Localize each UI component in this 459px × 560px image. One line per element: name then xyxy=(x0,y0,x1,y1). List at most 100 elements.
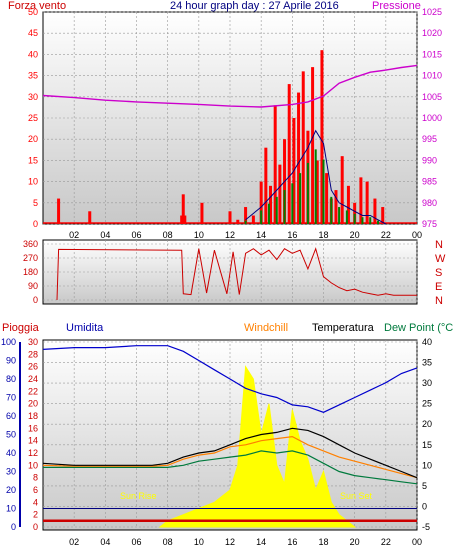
compass-label: S xyxy=(435,267,442,279)
humidity-axis-tick: 100 xyxy=(1,337,16,347)
wind-bar xyxy=(200,202,204,224)
solar-radiation-area xyxy=(158,365,357,528)
pressure-axis-tick: 985 xyxy=(422,177,437,187)
rain-axis-tick: 14 xyxy=(28,436,38,446)
temp-time-tick: 18 xyxy=(318,537,328,547)
rain-axis-tick: 28 xyxy=(28,349,38,359)
humidity-axis-tick: 50 xyxy=(6,430,16,440)
temp-axis-tick: -5 xyxy=(422,522,430,532)
wind-bar xyxy=(301,71,305,224)
wind-time-tick: 00 xyxy=(412,230,422,240)
temp-time-tick: 16 xyxy=(287,537,297,547)
humidity-line xyxy=(42,345,418,413)
pressure-line xyxy=(42,64,418,108)
wind-bar xyxy=(244,207,248,224)
temp-axis-tick: 5 xyxy=(422,481,427,491)
temp-time-tick: 06 xyxy=(131,537,141,547)
wind-bar xyxy=(180,215,184,224)
wind-green-bar xyxy=(322,159,325,224)
wind-time-tick: 20 xyxy=(350,230,360,240)
humidity-axis-tick: 20 xyxy=(6,485,16,495)
pressure-axis-tick: 1015 xyxy=(422,49,442,59)
pressure-axis-tick: 1000 xyxy=(422,113,442,123)
wind-green-bar xyxy=(299,173,302,224)
temp-axis-tick: 25 xyxy=(422,399,432,409)
rain-axis-tick: 8 xyxy=(33,473,38,483)
wind-green-bar xyxy=(361,217,364,224)
rain-axis-tick: 10 xyxy=(28,460,38,470)
temp-time-tick: 14 xyxy=(256,537,266,547)
wind-axis-tick: 25 xyxy=(28,113,38,123)
wind-bar xyxy=(181,194,185,224)
wind-green-bar xyxy=(330,196,333,224)
rain-axis-tick: 24 xyxy=(28,374,38,384)
temp-axis-tick: 10 xyxy=(422,460,432,470)
temp-time-tick: 00 xyxy=(412,537,422,547)
rain-axis-tick: 4 xyxy=(33,497,38,507)
dewpoint-label: Dew Point (°C xyxy=(384,322,453,334)
rain-axis-tick: 16 xyxy=(28,423,38,433)
humidity-axis-tick: 90 xyxy=(6,356,16,366)
wind-green-bar xyxy=(377,220,380,224)
temp-time-tick: 20 xyxy=(350,537,360,547)
pressure-axis-tick: 1020 xyxy=(422,28,442,38)
temp-time-tick: 10 xyxy=(194,537,204,547)
rain-axis-tick: 22 xyxy=(28,386,38,396)
rain-axis-tick: 26 xyxy=(28,362,38,372)
temp-axis-tick: 30 xyxy=(422,378,432,388)
temperature-line xyxy=(42,427,418,479)
wind-bar xyxy=(236,219,240,224)
temp-humidity-plot: -505101520253035400102030405060708090100… xyxy=(1,337,432,547)
pressure-axis-tick: 975 xyxy=(422,219,437,229)
wind-pressure-plot: 0510152025303540455097598098599099510001… xyxy=(28,7,442,240)
compass-label: N xyxy=(435,239,443,251)
wind-green-bar xyxy=(267,203,270,224)
temp-axis-tick: 35 xyxy=(422,358,432,368)
pressure-axis-tick: 990 xyxy=(422,155,437,165)
wind-bar xyxy=(269,185,273,224)
wind-bar xyxy=(359,177,363,224)
humidity-axis-tick: 10 xyxy=(6,504,16,514)
wind-bar xyxy=(57,198,61,224)
humidity-axis-tick: 40 xyxy=(6,448,16,458)
humidity-label: Umidita xyxy=(66,322,104,334)
wind-green-bar xyxy=(353,213,356,224)
wind-strength-label: Forza vento xyxy=(8,0,66,12)
wind-axis-tick: 20 xyxy=(28,134,38,144)
wind-axis-tick: 40 xyxy=(28,49,38,59)
wind-bar xyxy=(259,181,263,224)
wind-bar xyxy=(297,92,301,224)
wind-time-tick: 18 xyxy=(318,230,328,240)
humidity-axis-tick: 80 xyxy=(6,374,16,384)
rain-axis-tick: 20 xyxy=(28,399,38,409)
wind-bar xyxy=(315,160,319,224)
wind-axis-tick: 50 xyxy=(28,7,38,17)
temp-time-tick: 08 xyxy=(163,537,173,547)
wind-bar xyxy=(334,190,338,224)
wind-time-tick: 10 xyxy=(194,230,204,240)
direction-axis-tick: 0 xyxy=(33,295,38,305)
chart-title: 24 hour graph day : 27 Aprile 2016 xyxy=(170,0,339,12)
wind-bar xyxy=(251,215,255,224)
wind-time-tick: 16 xyxy=(287,230,297,240)
wind-green-bar xyxy=(291,183,294,224)
humidity-axis-tick: 60 xyxy=(6,411,16,421)
wind-bar xyxy=(273,105,277,224)
wind-green-bar xyxy=(260,210,263,224)
wind-bar xyxy=(88,211,92,224)
wind-axis-tick: 10 xyxy=(28,177,38,187)
temp-time-tick: 12 xyxy=(225,537,235,547)
rain-label: Pioggia xyxy=(2,322,40,334)
direction-axis-tick: 360 xyxy=(23,239,38,249)
rain-axis-tick: 6 xyxy=(33,485,38,495)
humidity-axis-tick: 30 xyxy=(6,467,16,477)
wind-time-tick: 22 xyxy=(381,230,391,240)
wind-green-bar xyxy=(338,207,341,224)
wind-axis-tick: 30 xyxy=(28,92,38,102)
sunset-label: Sun Set xyxy=(340,491,373,501)
pressure-label: Pressione xyxy=(372,0,421,12)
wind-green-bar xyxy=(244,220,247,224)
